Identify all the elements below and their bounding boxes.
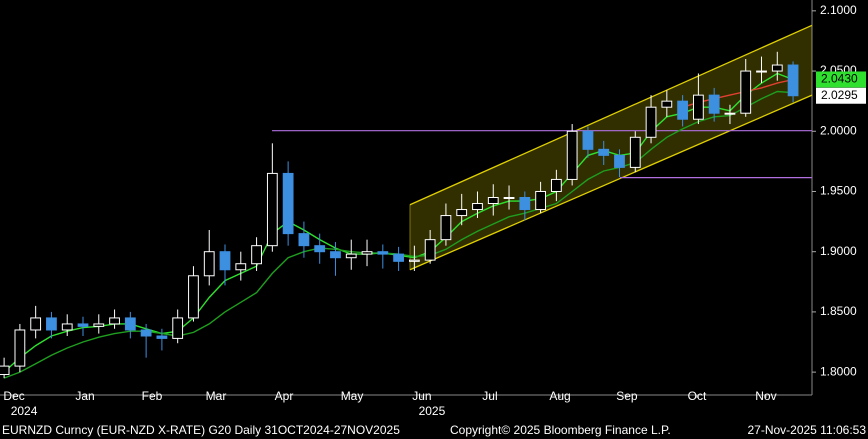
candle-body bbox=[535, 190, 546, 211]
candle-body bbox=[0, 365, 10, 376]
candle-body bbox=[156, 335, 168, 339]
candle-body bbox=[692, 94, 704, 120]
candle-body bbox=[298, 233, 310, 247]
x-tick-label: Jan bbox=[75, 389, 94, 403]
candle-body bbox=[345, 253, 357, 259]
candle-body bbox=[14, 329, 26, 367]
x-tick-label: Oct bbox=[688, 389, 707, 403]
x-tick-label: Nov bbox=[755, 389, 776, 403]
candle-body bbox=[472, 203, 483, 211]
candle-body bbox=[203, 251, 215, 277]
candle-body bbox=[582, 130, 594, 150]
footer-timestamp: 27-Nov-2025 11:06:53 bbox=[747, 423, 866, 437]
candle-body bbox=[519, 197, 531, 211]
candle-body bbox=[629, 136, 641, 168]
ma-last-label-box bbox=[816, 71, 866, 88]
candle-body bbox=[282, 172, 294, 235]
year-label: 2024 bbox=[11, 404, 38, 418]
ma-last-label: 2.0430 bbox=[821, 72, 858, 86]
candle-body bbox=[614, 154, 625, 168]
candle-body bbox=[172, 317, 184, 339]
y-tick-label: 1.8500 bbox=[820, 304, 857, 318]
candle-body bbox=[408, 259, 420, 262]
y-tick-label: 2.1000 bbox=[820, 3, 857, 17]
candle-body bbox=[109, 317, 120, 325]
candle-body bbox=[77, 323, 89, 327]
candle-body bbox=[503, 197, 515, 199]
x-tick-label: Feb bbox=[142, 389, 163, 403]
y-tick-label: 1.9000 bbox=[820, 244, 857, 258]
candle-body bbox=[787, 64, 799, 97]
candle-body bbox=[46, 317, 57, 331]
candle-body bbox=[550, 178, 562, 192]
candle-body bbox=[708, 94, 720, 114]
y-tick-label: 1.9500 bbox=[820, 184, 857, 198]
channel-lower bbox=[409, 94, 813, 271]
candle-body bbox=[251, 245, 262, 265]
candle-body bbox=[756, 70, 767, 73]
candle-body bbox=[266, 172, 278, 247]
candle-body bbox=[740, 70, 752, 114]
candle-body bbox=[424, 239, 436, 261]
year-label: 2025 bbox=[419, 404, 446, 418]
candle-body bbox=[361, 251, 373, 255]
candle-body bbox=[724, 112, 736, 115]
candle-body bbox=[124, 317, 136, 331]
candle-body bbox=[598, 148, 610, 156]
candle-body bbox=[645, 106, 657, 138]
channel-fill bbox=[409, 25, 812, 270]
x-tick-label: Jun bbox=[412, 389, 431, 403]
candle-body bbox=[440, 215, 452, 241]
footer-copyright: Copyright© 2025 Bloomberg Finance L.P. bbox=[450, 423, 671, 437]
candle-body bbox=[677, 100, 689, 120]
y-tick-label: 1.8000 bbox=[820, 364, 857, 378]
candle-body bbox=[188, 275, 199, 319]
channel-upper bbox=[409, 24, 813, 206]
x-tick-label: May bbox=[341, 389, 364, 403]
candle-body bbox=[140, 329, 152, 337]
footer-security: EURNZD Curncy (EUR-NZD X-RATE) G20 Daily… bbox=[2, 423, 400, 437]
x-tick-label: Dec bbox=[3, 389, 24, 403]
candle-body bbox=[61, 323, 73, 331]
x-tick-label: Apr bbox=[275, 389, 294, 403]
candle-body bbox=[330, 251, 341, 259]
candle-body bbox=[487, 197, 499, 205]
candle-body bbox=[93, 323, 105, 327]
candle-body bbox=[314, 245, 326, 253]
x-tick-label: Mar bbox=[206, 389, 227, 403]
y-tick-label: 2.0000 bbox=[820, 123, 857, 137]
candle-body bbox=[456, 209, 468, 217]
candle-body bbox=[771, 64, 783, 72]
candle-body bbox=[661, 100, 673, 108]
candle-body bbox=[219, 251, 231, 271]
price-last-label-box bbox=[816, 87, 866, 104]
candle-body bbox=[235, 263, 247, 271]
candle-body bbox=[566, 130, 578, 180]
candle-body bbox=[377, 251, 389, 255]
candle-body bbox=[30, 317, 42, 331]
x-tick-label: Jul bbox=[482, 389, 497, 403]
candle-body bbox=[393, 253, 404, 262]
x-tick-label: Sep bbox=[616, 389, 638, 403]
x-tick-label: Aug bbox=[549, 389, 570, 403]
price-last-label: 2.0295 bbox=[821, 88, 858, 102]
